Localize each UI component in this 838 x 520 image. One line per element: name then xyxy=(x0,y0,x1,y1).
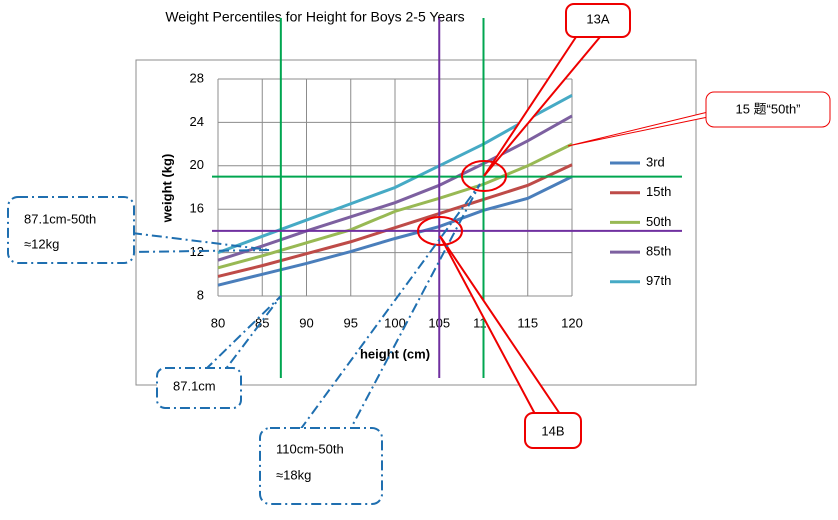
y-tick-label: 16 xyxy=(190,201,204,216)
callout-box xyxy=(705,91,831,128)
series-line xyxy=(217,142,573,270)
series-line xyxy=(217,163,573,278)
x-tick-label: 90 xyxy=(299,315,313,330)
x-axis-label: height (cm) xyxy=(360,346,430,361)
callout-box xyxy=(259,427,383,505)
legend-label: 3rd xyxy=(646,154,665,169)
callout-text: 87.1cm xyxy=(173,378,216,393)
legend-label: 50th xyxy=(646,214,671,229)
series-line xyxy=(217,114,573,262)
chart-title: Weight Percentiles for Height for Boys 2… xyxy=(165,9,464,25)
callout-pointer xyxy=(131,232,271,253)
callout-text: 87.1cm-50th xyxy=(24,211,96,226)
x-tick-label: 120 xyxy=(561,315,583,330)
callout-pointer xyxy=(439,235,561,415)
callout-text: ≈12kg xyxy=(24,236,59,251)
legend-label: 15th xyxy=(646,184,671,199)
x-tick-label: 80 xyxy=(211,315,225,330)
callout-box xyxy=(524,412,582,449)
callout-box xyxy=(7,196,135,264)
callout-pointer xyxy=(204,295,282,371)
highlight-circle xyxy=(461,160,507,192)
annotation-layer: 13A 15 题“50th” 14B 87.1cm-50th ≈12kg 87.… xyxy=(7,3,831,505)
callout-pointer xyxy=(567,111,709,147)
callout-text: 110cm-50th xyxy=(276,441,344,456)
y-tick-label: 8 xyxy=(197,287,204,302)
legend-label: 85th xyxy=(646,244,671,259)
highlight-circle xyxy=(417,216,463,246)
callout-text: ≈18kg xyxy=(276,467,311,482)
callout-box xyxy=(156,367,242,409)
series-line xyxy=(217,175,573,287)
callout-text: 14B xyxy=(541,423,564,438)
x-tick-label: 100 xyxy=(384,315,406,330)
y-tick-label: 20 xyxy=(190,157,204,172)
x-tick-label: 95 xyxy=(344,315,358,330)
callout-text: 13A xyxy=(586,11,609,26)
chart-frame xyxy=(135,59,697,386)
callout-pointer xyxy=(483,36,601,177)
plot: 81216202428808590951001051101151203rd15t… xyxy=(190,18,682,378)
y-tick-label: 12 xyxy=(190,244,204,259)
x-tick-label: 115 xyxy=(517,315,538,330)
y-tick-label: 24 xyxy=(190,114,204,129)
y-tick-label: 28 xyxy=(190,70,204,85)
callout-text: 15 题“50th” xyxy=(735,101,800,116)
callout-pointer xyxy=(299,183,481,431)
y-axis-label: weight (kg) xyxy=(159,154,174,224)
callout-box xyxy=(565,3,631,38)
legend-label: 97th xyxy=(646,273,671,288)
